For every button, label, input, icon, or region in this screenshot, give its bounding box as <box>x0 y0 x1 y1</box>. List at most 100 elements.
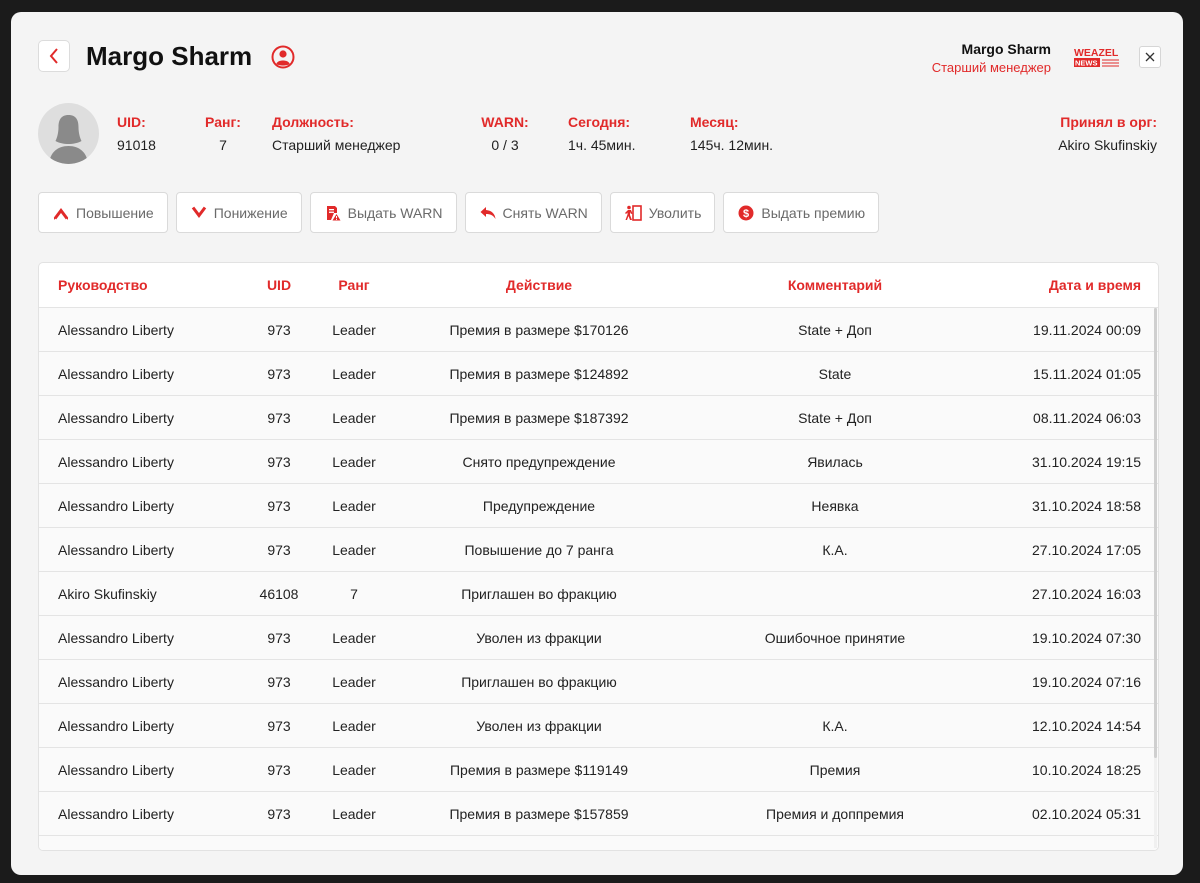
table-row[interactable]: Alessandro Liberty 973 Leader Уволен из фра… <box>39 616 1158 660</box>
accepted-by-label: Принял в орг: <box>1060 114 1157 130</box>
back-button[interactable] <box>38 40 70 72</box>
svg-text:$: $ <box>743 208 749 220</box>
month-value: 145ч. 12мин. <box>690 137 774 153</box>
info-position: Должность: Старший менеджер <box>272 114 400 153</box>
info-uid: UID: 91018 <box>117 114 156 153</box>
cell-rank: Leader <box>332 805 376 822</box>
user-profile-icon <box>271 45 295 69</box>
today-label: Сегодня: <box>568 114 631 130</box>
accepted-by-value: Akiro Skufinskiy <box>1058 137 1157 153</box>
cell-datetime: 31.10.2024 19:15 <box>1032 453 1141 470</box>
undo-arrow-icon <box>480 206 496 219</box>
cell-action: Премия в размере $124892 <box>449 365 629 382</box>
col-header-uid: UID <box>266 277 292 293</box>
rank-value: 7 <box>219 137 227 153</box>
cell-action: Снято предупреждение <box>462 453 616 470</box>
cell-manager: Alessandro Liberty <box>58 673 174 690</box>
cell-rank: Leader <box>332 365 376 382</box>
cell-manager: Alessandro Liberty <box>58 453 174 470</box>
cell-comment: Премия и доппремия <box>766 805 904 822</box>
remove-warn-label: Снять WARN <box>502 204 588 221</box>
cell-datetime: 27.10.2024 16:03 <box>1032 585 1141 602</box>
cell-action: Премия в размере $170126 <box>449 321 629 338</box>
position-label: Должность: <box>272 114 354 130</box>
profile-window: Margo Sharm Margo Sharm Старший менеджер… <box>11 12 1183 875</box>
cell-manager: Alessandro Liberty <box>58 717 174 734</box>
cell-action: Приглашен во фракцию <box>461 673 617 690</box>
table-row[interactable]: Alessandro Liberty 973 Leader Снято предупр… <box>39 440 1158 484</box>
col-header-rank: Ранг <box>338 277 370 293</box>
info-month: Месяц: 145ч. 12мин. <box>690 114 773 153</box>
dismiss-label: Уволить <box>648 204 702 221</box>
table-header: Руководство UID Ранг Действие Комментари… <box>39 263 1158 308</box>
cell-action: Уволен из фракции <box>476 629 602 646</box>
cell-manager: Alessandro Liberty <box>58 805 174 822</box>
cell-uid: 973 <box>267 365 291 382</box>
action-toolbar: Повышение Понижение Выдать WARN Снять <box>38 192 880 233</box>
cell-manager: Alessandro Liberty <box>39 850 239 851</box>
table-row[interactable]: Alessandro Liberty 973 Leader Приглашен во … <box>39 660 1158 704</box>
cell-comment: Явилась <box>807 453 863 470</box>
position-value: Старший менеджер <box>272 137 401 153</box>
give-warn-button[interactable]: Выдать WARN <box>309 192 457 233</box>
logo-text-weazel: WEAZEL <box>1074 47 1119 59</box>
give-bonus-button[interactable]: $ Выдать премию <box>723 192 880 233</box>
logo-text-news: NEWS <box>1075 59 1098 68</box>
info-today: Сегодня: 1ч. 45мин. <box>568 114 636 153</box>
close-button[interactable] <box>1139 46 1161 68</box>
info-rank: Ранг: 7 <box>204 114 242 153</box>
cell-comment: Премия <box>809 761 861 778</box>
col-header-comment: Комментарий <box>787 277 883 293</box>
cell-manager: Akiro Skufinskiy <box>58 585 157 602</box>
dismiss-button[interactable]: Уволить <box>609 192 716 233</box>
table-row[interactable]: Akiro Skufinskiy 46108 7 Приглашен во фракц… <box>39 572 1158 616</box>
weazel-news-logo: WEAZEL NEWS <box>1074 47 1119 68</box>
cell-datetime: 31.10.2024 18:58 <box>1032 497 1141 514</box>
dollar-coin-icon: $ <box>738 205 754 220</box>
cell-datetime: 27.09.2024 17:02 <box>981 850 1158 851</box>
cell-datetime: 19.11.2024 00:09 <box>1033 321 1141 338</box>
cell-rank: Leader <box>332 629 376 646</box>
table-row[interactable]: Alessandro Liberty 973 Leader Уволен из фра… <box>39 704 1158 748</box>
cell-action: Премия в размере $187392 <box>449 409 629 426</box>
cell-rank: Leader <box>319 850 389 851</box>
cell-action: Премия в размере $157859 <box>449 805 629 822</box>
cell-comment: State + Доп <box>798 409 872 426</box>
cell-action: Приглашен во фракцию <box>461 585 617 602</box>
chevron-left-icon <box>49 48 58 64</box>
cell-uid: 973 <box>239 850 319 851</box>
cell-comment: Премия и доппремия <box>689 850 981 851</box>
rank-label: Ранг: <box>205 114 241 130</box>
scrollbar-thumb[interactable] <box>1154 308 1157 758</box>
chevron-down-icon <box>191 206 206 218</box>
cell-rank: Leader <box>332 497 376 514</box>
table-row[interactable]: Alessandro Liberty 973 Leader Предупреждени… <box>39 484 1158 528</box>
close-icon <box>1145 52 1155 62</box>
col-header-datetime: Дата и время <box>1048 277 1141 293</box>
month-label: Месяц: <box>690 114 739 130</box>
cell-comment: К.А. <box>822 541 848 558</box>
col-header-manager: Руководство <box>58 277 148 293</box>
page-title: Margo Sharm <box>86 41 253 71</box>
remove-warn-button[interactable]: Снять WARN <box>464 192 602 233</box>
give-bonus-label: Выдать премию <box>761 204 866 221</box>
cell-manager: Alessandro Liberty <box>58 761 174 778</box>
promote-button[interactable]: Повышение <box>38 192 168 233</box>
demote-button[interactable]: Понижение <box>175 192 302 233</box>
cell-rank: Leader <box>332 453 376 470</box>
table-row[interactable]: Alessandro Liberty 973 Leader Повышение до … <box>39 528 1158 572</box>
cell-uid: 973 <box>267 717 291 734</box>
avatar <box>38 103 99 164</box>
cell-datetime: 10.10.2024 18:25 <box>1032 761 1141 778</box>
cell-uid: 46108 <box>259 585 299 602</box>
demote-label: Понижение <box>213 204 288 221</box>
history-table: Руководство UID Ранг Действие Комментари… <box>38 262 1159 851</box>
table-body: Alessandro Liberty 973 Leader Премия в разм… <box>39 308 1158 851</box>
cell-manager: Alessandro Liberty <box>58 409 174 426</box>
